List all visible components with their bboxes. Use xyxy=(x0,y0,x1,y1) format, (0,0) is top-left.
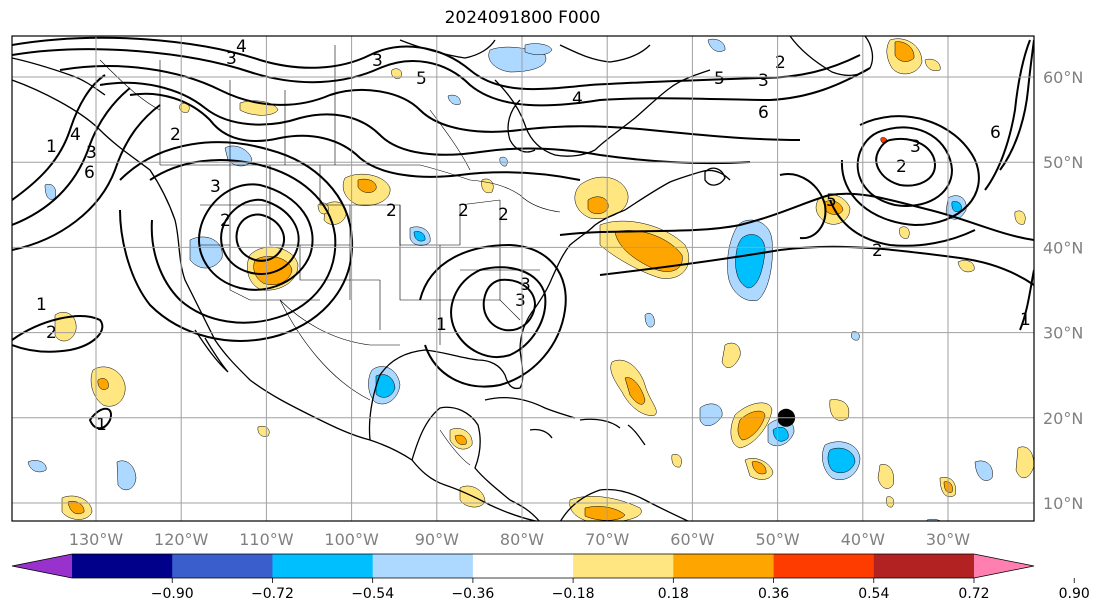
contour-label: 4 xyxy=(572,89,583,109)
contour-label: 1 xyxy=(46,137,57,157)
colorbar-tick-label: −0.54 xyxy=(351,586,394,602)
contour-label: 5 xyxy=(416,69,427,89)
longitude-label: 110°W xyxy=(239,530,294,549)
colorbar-swatch xyxy=(673,554,775,578)
longitude-label: 40°W xyxy=(841,530,885,549)
longitude-label: 130°W xyxy=(69,530,124,549)
colorbar-swatch xyxy=(472,554,574,578)
contour-lines xyxy=(12,36,1034,430)
contour-label: 6 xyxy=(84,163,95,183)
contour-label: 4 xyxy=(70,125,81,145)
longitude-labels: 130°W 120°W 110°W 100°W 90°W 80°W 70°W 60°W 50°W… xyxy=(69,530,970,549)
latitude-labels: 60°N 50°N 40°N 30°N 20°N 10°N xyxy=(1043,68,1083,513)
longitude-label: 90°W xyxy=(415,530,459,549)
colorbar-extend-high xyxy=(974,554,1034,578)
colorbar-extend-low xyxy=(12,554,72,578)
contour-label: 2 xyxy=(775,53,786,73)
colorbar: −0.90 −0.72 −0.54 −0.36 −0.18 0.18 0.36 0.54 0.7… xyxy=(11,553,1090,602)
contour-label: 2 xyxy=(498,205,509,225)
contour-label: 3 xyxy=(226,49,237,69)
colorbar-tick-label: 0.18 xyxy=(658,586,689,602)
colorbar-tick-label: 0.72 xyxy=(958,586,989,602)
anomaly-shading xyxy=(27,38,1034,521)
latitude-label: 60°N xyxy=(1043,68,1083,87)
contour-label: 2 xyxy=(220,211,231,231)
contour-label: 1 xyxy=(96,415,107,435)
longitude-label: 80°W xyxy=(500,530,544,549)
contour-label: 3 xyxy=(910,137,921,157)
contour-label: 3 xyxy=(372,51,383,71)
contour-labels: 4 3 5 4 3 5 6 2 3 2 6 5 3 2 2 6 4 3 2 1 … xyxy=(36,37,1031,435)
contour-label: 2 xyxy=(386,201,397,221)
colorbar-tick-label: 0.90 xyxy=(1059,586,1090,602)
colorbar-swatch xyxy=(72,554,173,578)
longitude-label: 70°W xyxy=(585,530,629,549)
graticule xyxy=(12,36,1034,521)
longitude-label: 100°W xyxy=(324,530,379,549)
contour-label: 3 xyxy=(520,275,531,295)
latitude-label: 20°N xyxy=(1043,409,1083,428)
contour-label: 1 xyxy=(36,295,47,315)
longitude-label: 30°W xyxy=(926,530,970,549)
map-frame xyxy=(11,35,1035,522)
latitude-label: 50°N xyxy=(1043,153,1083,172)
contour-label: 2 xyxy=(170,125,181,145)
longitude-label: 50°W xyxy=(756,530,800,549)
longitude-label: 60°W xyxy=(670,530,714,549)
colorbar-swatch xyxy=(773,554,875,578)
map-title: 2024091800 F000 xyxy=(444,8,601,28)
colorbar-tick-label: −0.18 xyxy=(552,586,595,602)
contour-label: 5 xyxy=(826,191,837,211)
contour-label: 1 xyxy=(1020,310,1031,330)
colorbar-tick-label: 0.54 xyxy=(858,586,889,602)
longitude-label: 120°W xyxy=(154,530,209,549)
colorbar-swatch xyxy=(573,554,674,578)
latitude-label: 30°N xyxy=(1043,324,1083,343)
contour-label: 3 xyxy=(86,143,97,163)
contour-label: 5 xyxy=(714,69,725,89)
colorbar-tick-label: −0.72 xyxy=(251,586,294,602)
contour-label: 3 xyxy=(210,177,221,197)
contour-label: 3 xyxy=(758,71,769,91)
colorbar-swatch xyxy=(172,554,273,578)
contour-label: 1 xyxy=(436,315,447,335)
colorbar-outline xyxy=(11,553,1035,579)
colorbar-swatch xyxy=(873,554,975,578)
contour-label: 2 xyxy=(458,201,469,221)
colorbar-tick-label: −0.36 xyxy=(451,586,494,602)
colorbar-tick-label: 0.36 xyxy=(758,586,789,602)
latitude-label: 10°N xyxy=(1043,494,1083,513)
colorbar-tick-label: −0.90 xyxy=(151,586,194,602)
contour-label: 2 xyxy=(872,241,883,261)
contour-label: 6 xyxy=(758,103,769,123)
contour-label: 2 xyxy=(896,157,907,177)
contour-label: 3 xyxy=(515,291,526,311)
latitude-label: 40°N xyxy=(1043,238,1083,257)
colorbar-swatch xyxy=(372,554,474,578)
contour-label: 6 xyxy=(990,123,1001,143)
colorbar-swatch xyxy=(272,554,374,578)
contour-label: 4 xyxy=(236,37,247,57)
